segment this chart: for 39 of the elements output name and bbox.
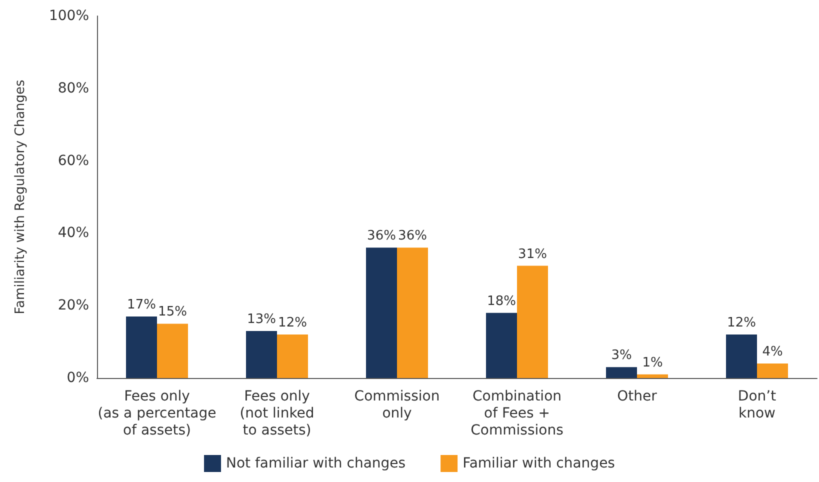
bar xyxy=(397,248,428,378)
y-tick-label: 20% xyxy=(58,298,89,314)
data-label: 12% xyxy=(278,316,307,331)
data-label: 15% xyxy=(158,304,187,320)
y-tick-label: 100% xyxy=(48,8,89,24)
data-label: 1% xyxy=(642,355,663,370)
bar xyxy=(637,374,668,378)
x-tick-label: Fees only (not linked to assets) xyxy=(240,388,314,438)
data-label: 12% xyxy=(727,316,756,331)
y-tick-label: 80% xyxy=(58,80,89,96)
data-label: 31% xyxy=(518,246,547,262)
legend-label: Familiar with changes xyxy=(462,456,615,472)
bar xyxy=(366,248,397,378)
x-tick-label: Fees only (as a percentage of assets) xyxy=(98,388,216,438)
bar xyxy=(277,334,308,378)
x-tick-label: Don’t know xyxy=(738,388,777,422)
y-tick-label: 40% xyxy=(58,225,89,242)
bar xyxy=(157,324,188,378)
data-label: 36% xyxy=(398,228,427,244)
data-label: 4% xyxy=(762,344,783,360)
x-tick-label: Other xyxy=(617,388,658,404)
bar xyxy=(757,364,788,378)
x-tick-label: Combination of Fees + Commissions xyxy=(470,388,564,438)
data-label: 17% xyxy=(127,297,156,312)
bar xyxy=(726,334,757,378)
legend-label: Not familiar with changes xyxy=(226,456,406,472)
data-label: 3% xyxy=(611,348,632,364)
bar xyxy=(126,316,157,378)
bar xyxy=(606,367,637,378)
y-tick-label: 0% xyxy=(66,370,89,386)
y-axis-title: Familiarity with Regulatory Changes xyxy=(13,79,28,314)
bar xyxy=(486,312,517,378)
data-label: 36% xyxy=(367,228,396,244)
y-tick-label: 60% xyxy=(58,152,89,169)
data-label: 13% xyxy=(247,312,276,327)
x-tick-label: Commission only xyxy=(354,388,440,422)
bar xyxy=(246,330,277,378)
data-label: 18% xyxy=(487,294,516,309)
bar xyxy=(517,266,548,378)
